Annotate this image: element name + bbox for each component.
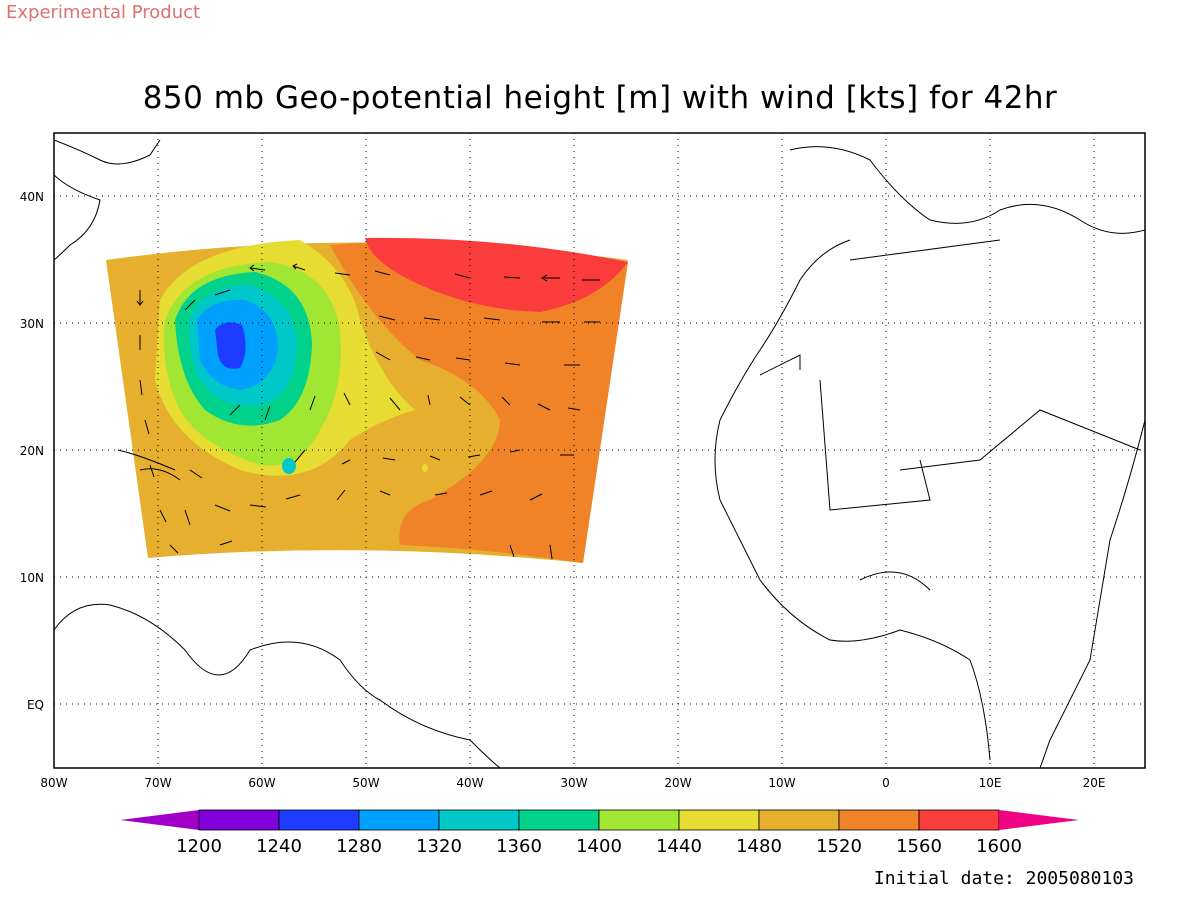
- colorbar-swatch: [518, 809, 600, 831]
- lat-label: EQ: [27, 698, 44, 712]
- lon-label: 20W: [664, 776, 691, 790]
- lon-label: 20E: [1083, 776, 1106, 790]
- colorbar-swatch: [358, 809, 440, 831]
- lon-label: 10W: [768, 776, 795, 790]
- colorbar-label: 1600: [976, 836, 1022, 857]
- colorbar-swatch: [198, 809, 280, 831]
- colorbar-swatch: [438, 809, 520, 831]
- map-frame: [53, 132, 1146, 769]
- colorbar-right-arrow: [999, 810, 1079, 830]
- lon-label: 60W: [248, 776, 275, 790]
- initial-date: Initial date: 2005080103: [873, 868, 1134, 889]
- colorbar-label: 1280: [336, 836, 382, 857]
- lat-label: 20N: [20, 444, 44, 458]
- experimental-badge: Experimental Product: [6, 2, 201, 23]
- colorbar-label: 1560: [896, 836, 942, 857]
- lat-axis: 40N 30N 20N 10N EQ: [20, 190, 44, 712]
- lon-label: 70W: [144, 776, 171, 790]
- lon-label: 50W: [352, 776, 379, 790]
- lon-axis: 80W 70W 60W 50W 40W 30W 20W 10W 0 10E 20…: [40, 776, 1105, 790]
- lon-label: 80W: [40, 776, 67, 790]
- colorbar-swatch: [678, 809, 760, 831]
- colorbar-label: 1400: [576, 836, 622, 857]
- colorbar-label: 1320: [416, 836, 462, 857]
- colorbar-label: 1240: [256, 836, 302, 857]
- colorbar: [120, 809, 1079, 831]
- field-small-yellow: [422, 464, 428, 472]
- field-blue: [215, 322, 246, 369]
- lon-label: 40W: [456, 776, 483, 790]
- colorbar-label: 1360: [496, 836, 542, 857]
- colorbar-swatch: [918, 809, 1000, 831]
- colorbar-swatch: [598, 809, 680, 831]
- colorbar-label: 1200: [176, 836, 222, 857]
- colorbar-label: 1440: [656, 836, 702, 857]
- wind-vectors: [136, 263, 600, 560]
- lon-label: 30W: [560, 776, 587, 790]
- lat-label: 30N: [20, 317, 44, 331]
- coastlines: [54, 139, 1145, 768]
- lat-label: 40N: [20, 190, 44, 204]
- height-field: [106, 237, 628, 563]
- colorbar-label: 1480: [736, 836, 782, 857]
- colorbar-swatch: [278, 809, 360, 831]
- colorbar-swatch: [758, 809, 840, 831]
- colorbar-left-arrow: [120, 810, 199, 830]
- colorbar-labels: 1200 1240 1280 1320 1360 1400 1440 1480 …: [176, 836, 1022, 857]
- lat-label: 10N: [20, 571, 44, 585]
- field-red: [365, 237, 628, 312]
- lon-label: 0: [882, 776, 890, 790]
- map-title: 850 mb Geo-potential height [m] with win…: [142, 80, 1058, 116]
- colorbar-label: 1520: [816, 836, 862, 857]
- field-small-cyan: [282, 458, 296, 474]
- colorbar-swatch: [838, 809, 920, 831]
- lon-label: 10E: [979, 776, 1002, 790]
